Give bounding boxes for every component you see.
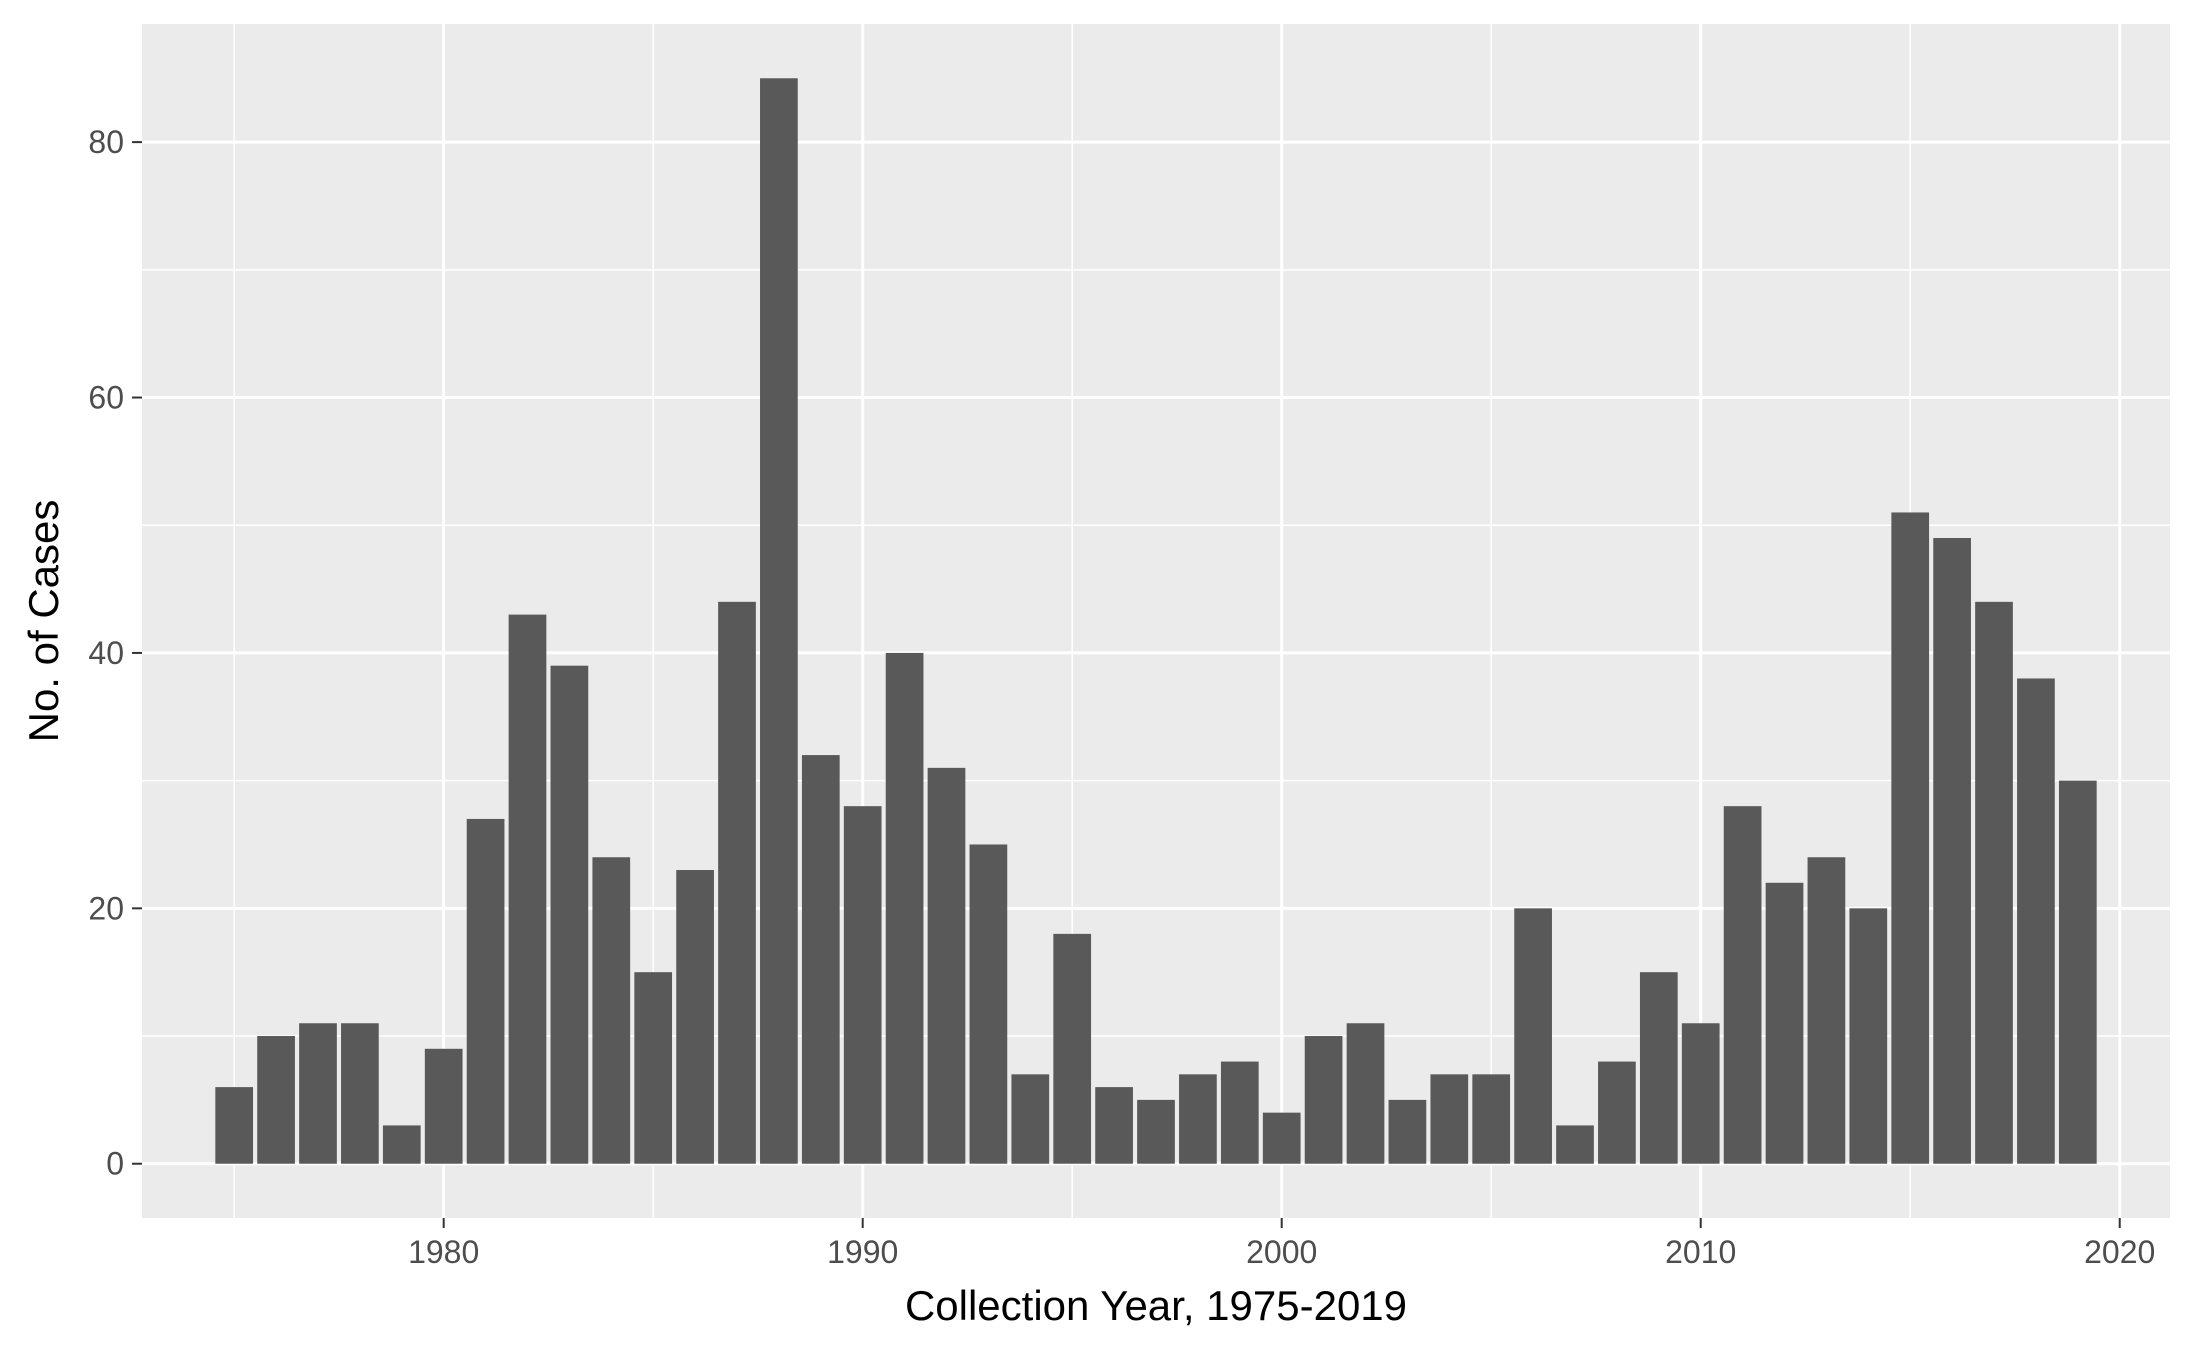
bar-1975 [215, 1087, 254, 1164]
bar-1996 [1095, 1087, 1133, 1164]
bar-2014 [1849, 908, 1888, 1164]
bar-1999 [1220, 1061, 1259, 1164]
y-tick-label: 40 [88, 635, 124, 671]
bar-1998 [1179, 1074, 1217, 1164]
bar-2002 [1346, 1023, 1385, 1164]
bar-2007 [1556, 1125, 1594, 1164]
x-tick-label: 2020 [2084, 1234, 2155, 1270]
bar-1984 [592, 857, 631, 1164]
y-tick-label: 20 [88, 890, 124, 926]
x-tick-label: 1980 [408, 1234, 479, 1270]
y-tick-label: 0 [106, 1146, 124, 1182]
bar-1985 [634, 972, 673, 1164]
bar-2019 [2058, 780, 2097, 1164]
bar-2017 [1975, 601, 2013, 1164]
y-axis-title: No. of Cases [20, 500, 67, 743]
bar-2012 [1765, 882, 1804, 1164]
bar-2008 [1598, 1061, 1636, 1164]
bar-1995 [1053, 933, 1092, 1164]
bar-2000 [1262, 1112, 1301, 1164]
x-tick-label: 2000 [1246, 1234, 1317, 1270]
bar-1988 [760, 78, 798, 1164]
bar-1980 [424, 1048, 463, 1164]
x-tick-label: 2010 [1665, 1234, 1736, 1270]
bars [215, 78, 2097, 1164]
x-axis-title: Collection Year, 1975-2019 [905, 1282, 1407, 1329]
bar-2016 [1933, 537, 1971, 1164]
y-tick-label: 80 [88, 124, 124, 160]
x-axis-ticks: 1980 1990 2000 2010 2020 [408, 1218, 2155, 1270]
bar-2006 [1514, 908, 1552, 1164]
bar-2005 [1472, 1074, 1511, 1164]
bar-1982 [508, 614, 547, 1164]
bar-1987 [718, 601, 756, 1164]
bar-1976 [257, 1036, 295, 1164]
bar-1994 [1011, 1074, 1050, 1164]
bar-1983 [550, 665, 589, 1164]
bar-1993 [969, 844, 1008, 1164]
bar-2011 [1723, 806, 1762, 1164]
bar-2018 [2017, 678, 2055, 1164]
x-tick-label: 1990 [827, 1234, 898, 1270]
bar-1992 [927, 767, 966, 1164]
bar-1986 [676, 870, 714, 1164]
bar-2003 [1388, 1099, 1427, 1164]
bar-2010 [1681, 1023, 1720, 1164]
bar-1989 [801, 755, 840, 1164]
bar-2015 [1891, 512, 1930, 1164]
bar-1978 [341, 1023, 379, 1164]
bar-1997 [1137, 1099, 1175, 1164]
bar-2001 [1304, 1036, 1343, 1164]
bar-1979 [382, 1125, 421, 1164]
bar-2004 [1430, 1074, 1469, 1164]
y-tick-label: 60 [88, 380, 124, 416]
bar-2013 [1807, 857, 1846, 1164]
bar-1991 [885, 652, 924, 1164]
bar-1981 [466, 818, 505, 1164]
bar-1990 [843, 806, 882, 1164]
bar-1977 [299, 1023, 337, 1164]
bar-2009 [1639, 972, 1678, 1164]
y-axis-ticks: 0 20 40 60 80 [88, 124, 142, 1182]
